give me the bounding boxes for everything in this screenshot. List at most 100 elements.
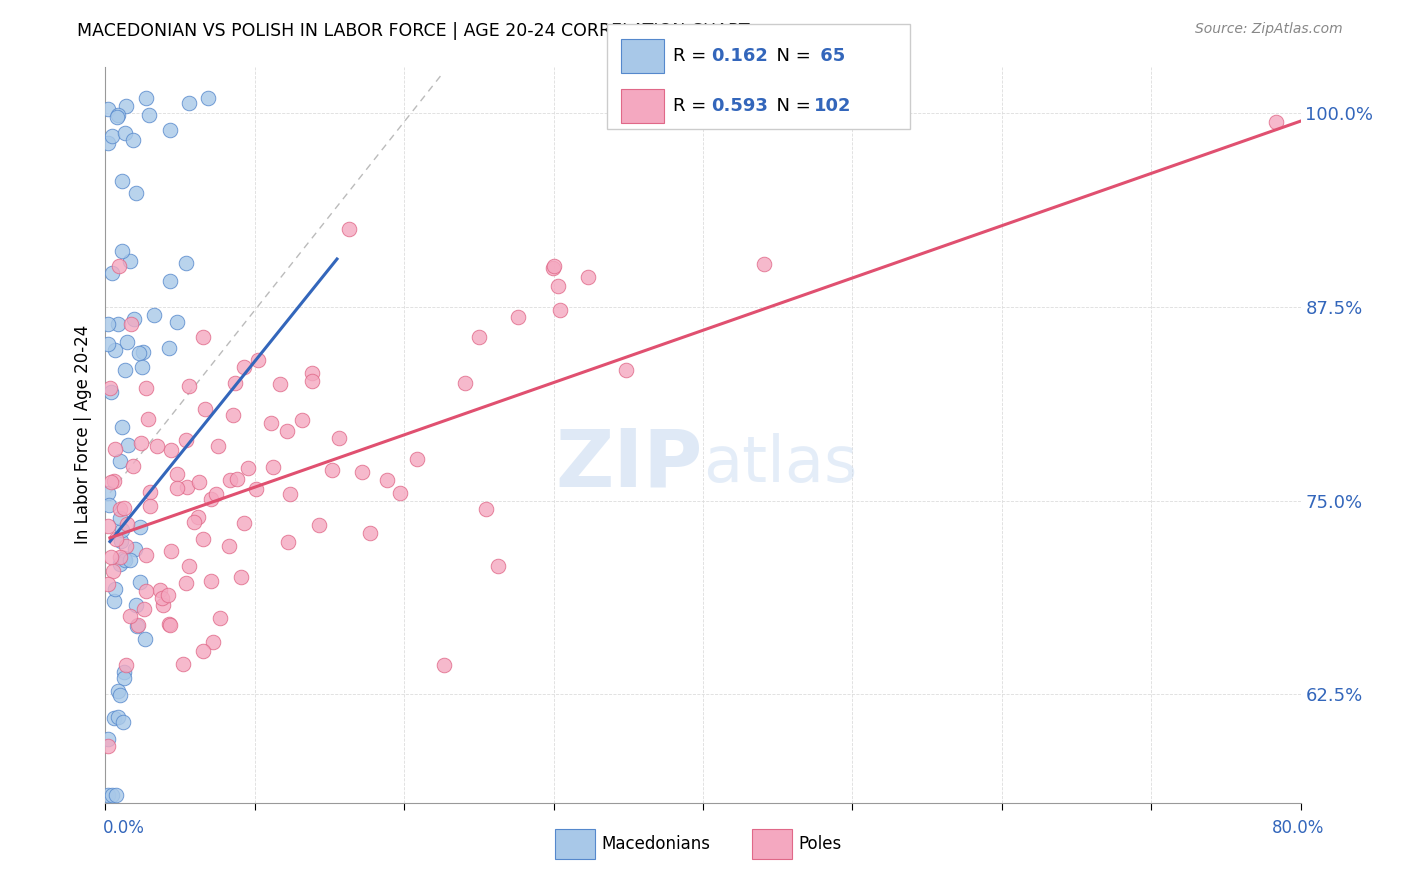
Point xyxy=(108,688,131,702)
Point xyxy=(149,583,172,598)
Point xyxy=(108,454,131,468)
Point xyxy=(291,413,314,427)
Point xyxy=(232,360,254,375)
Point xyxy=(97,486,120,500)
Point xyxy=(547,279,569,293)
Point xyxy=(100,549,122,564)
Point xyxy=(125,186,148,201)
Point xyxy=(97,317,120,331)
Y-axis label: In Labor Force | Age 20-24: In Labor Force | Age 20-24 xyxy=(75,326,93,544)
Text: R =: R = xyxy=(673,46,713,64)
Point xyxy=(97,519,120,533)
Point xyxy=(139,484,162,499)
Point xyxy=(135,91,157,105)
Point xyxy=(174,256,197,270)
Point xyxy=(150,591,173,606)
Point xyxy=(191,330,214,344)
Point xyxy=(108,502,131,516)
Point xyxy=(262,460,284,475)
Point xyxy=(97,337,120,351)
Point xyxy=(260,416,283,430)
Point xyxy=(108,510,131,524)
Point xyxy=(98,382,121,396)
Text: 80.0%: 80.0% xyxy=(1272,819,1324,837)
Point xyxy=(104,533,127,547)
Point xyxy=(135,583,157,598)
Point xyxy=(752,257,775,271)
Point xyxy=(204,486,226,500)
Point xyxy=(176,480,198,494)
Point xyxy=(117,438,139,452)
Point xyxy=(110,557,132,571)
Point xyxy=(179,95,201,110)
Point xyxy=(222,409,245,423)
Point xyxy=(197,91,219,105)
Point xyxy=(278,487,301,501)
Point xyxy=(115,334,138,349)
Point xyxy=(177,559,200,574)
Point xyxy=(247,352,270,367)
Point xyxy=(146,439,169,453)
Point xyxy=(120,317,142,331)
Point xyxy=(114,658,136,673)
Point xyxy=(301,366,323,380)
Point xyxy=(1265,115,1288,129)
Point xyxy=(129,436,152,450)
Point xyxy=(115,99,138,113)
Point xyxy=(114,363,136,377)
Text: 102: 102 xyxy=(814,97,852,115)
Point xyxy=(97,136,120,150)
Point xyxy=(166,481,188,495)
Point xyxy=(308,518,330,533)
Point xyxy=(134,381,156,395)
Point xyxy=(111,420,134,434)
Point xyxy=(138,108,160,122)
Point xyxy=(405,452,427,467)
Point xyxy=(97,102,120,116)
Point xyxy=(548,302,571,317)
Point xyxy=(226,472,249,486)
Point xyxy=(576,269,599,284)
Point xyxy=(120,253,142,268)
Point xyxy=(543,259,565,273)
Point xyxy=(193,644,215,658)
Point xyxy=(136,411,159,425)
Point xyxy=(115,516,138,531)
Point xyxy=(128,346,150,360)
Point xyxy=(245,482,267,496)
Point xyxy=(121,133,143,147)
Point xyxy=(166,467,188,482)
Point xyxy=(321,463,343,477)
Point xyxy=(218,539,240,553)
Point xyxy=(112,550,135,565)
Text: ZIP: ZIP xyxy=(555,425,703,503)
Point xyxy=(328,431,350,445)
Point xyxy=(159,618,181,632)
Point xyxy=(107,259,129,273)
Point xyxy=(112,665,135,680)
Point xyxy=(229,570,252,584)
Point xyxy=(118,608,141,623)
Point xyxy=(103,594,125,608)
Point xyxy=(97,739,120,753)
Point xyxy=(107,683,129,698)
Point xyxy=(389,486,412,500)
Point xyxy=(139,499,162,513)
Point xyxy=(124,542,146,557)
Text: Poles: Poles xyxy=(799,835,842,853)
Point xyxy=(129,575,152,590)
Point xyxy=(143,308,166,322)
Point xyxy=(614,363,637,377)
Point xyxy=(111,174,134,188)
Point xyxy=(207,440,229,454)
Point xyxy=(269,377,291,392)
Point xyxy=(159,544,181,558)
Point xyxy=(454,376,477,391)
Point xyxy=(359,525,381,540)
Point xyxy=(104,442,127,456)
Point xyxy=(107,709,129,723)
Point xyxy=(475,502,498,516)
Point xyxy=(486,559,509,574)
Point xyxy=(176,575,198,590)
Point xyxy=(131,359,153,374)
